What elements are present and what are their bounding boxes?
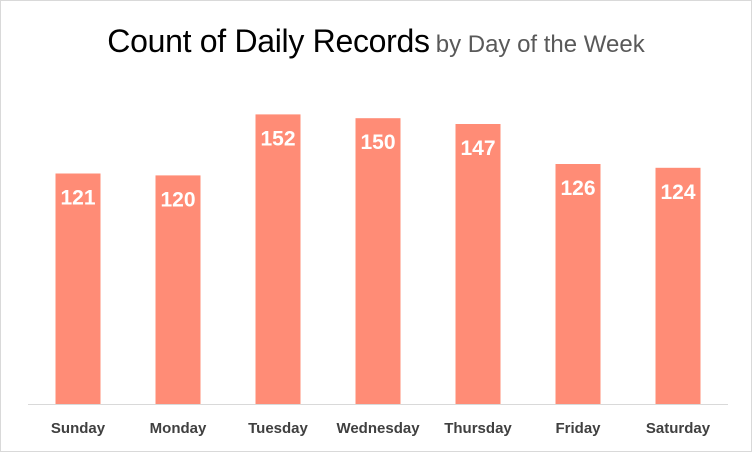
category-label-monday: Monday — [150, 420, 207, 437]
category-label-friday: Friday — [555, 420, 601, 437]
data-label-monday: 120 — [160, 188, 195, 211]
category-label-tuesday: Tuesday — [248, 420, 308, 437]
bar-tuesday — [255, 114, 301, 405]
bar-sunday — [55, 173, 101, 404]
bars-group — [55, 114, 701, 405]
category-label-saturday: Saturday — [646, 420, 711, 437]
data-label-wednesday: 150 — [360, 131, 395, 154]
bar-saturday — [655, 167, 701, 404]
data-label-friday: 126 — [560, 177, 595, 200]
bar-monday — [155, 175, 201, 404]
category-label-sunday: Sunday — [51, 420, 106, 437]
data-label-thursday: 147 — [460, 137, 495, 160]
chart-title: Count of Daily Records — [107, 23, 430, 59]
bar-thursday — [455, 124, 501, 404]
chart-title-row: Count of Daily Records by Day of the Week — [1, 23, 751, 60]
data-label-saturday: 124 — [660, 181, 695, 204]
data-labels-group: 121 120 152 150 147 126 124 — [60, 127, 695, 211]
data-label-tuesday: 152 — [260, 127, 295, 150]
category-labels-group: Sunday Monday Tuesday Wednesday Thursday Frid… — [51, 420, 711, 437]
category-label-wednesday: Wednesday — [336, 420, 420, 437]
category-label-thursday: Thursday — [444, 420, 512, 437]
data-label-sunday: 121 — [60, 187, 95, 210]
bar-wednesday — [355, 118, 401, 404]
chart-subtitle: by Day of the Week — [435, 31, 645, 58]
bar-friday — [555, 164, 601, 404]
